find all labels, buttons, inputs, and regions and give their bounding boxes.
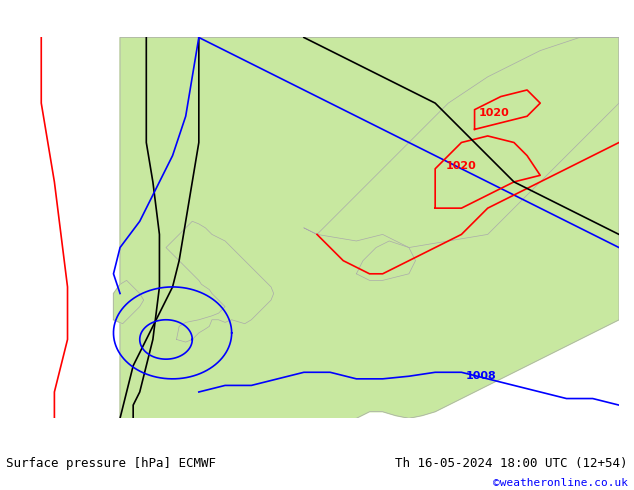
Text: 1020: 1020 [446, 161, 477, 171]
Text: 1008: 1008 [466, 371, 496, 381]
Polygon shape [113, 280, 144, 324]
Polygon shape [166, 221, 274, 342]
Text: Surface pressure [hPa] ECMWF: Surface pressure [hPa] ECMWF [6, 457, 216, 470]
Polygon shape [356, 241, 415, 280]
Polygon shape [120, 37, 619, 431]
Polygon shape [304, 37, 619, 247]
Text: Th 16-05-2024 18:00 UTC (12+54): Th 16-05-2024 18:00 UTC (12+54) [395, 457, 628, 470]
Text: ©weatheronline.co.uk: ©weatheronline.co.uk [493, 478, 628, 488]
Text: 1020: 1020 [479, 108, 510, 118]
